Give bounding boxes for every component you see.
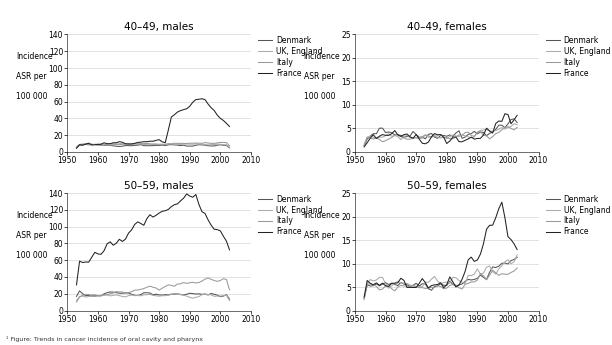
Text: ASR per: ASR per — [16, 231, 47, 240]
Title: 40–49, males: 40–49, males — [124, 22, 194, 32]
Text: ASR per: ASR per — [304, 231, 334, 240]
Text: Incidence: Incidence — [16, 52, 53, 61]
Title: 50–59, males: 50–59, males — [124, 181, 194, 191]
Text: Incidence: Incidence — [304, 211, 340, 220]
Text: 100 000: 100 000 — [304, 92, 335, 101]
Legend: Denmark, UK, England, Italy, France: Denmark, UK, England, Italy, France — [546, 36, 610, 78]
Text: Incidence: Incidence — [304, 52, 340, 61]
Legend: Denmark, UK, England, Italy, France: Denmark, UK, England, Italy, France — [258, 195, 323, 236]
Text: ASR per: ASR per — [16, 72, 47, 81]
Text: ¹ Figure: Trends in cancer incidence of oral cavity and pharynx: ¹ Figure: Trends in cancer incidence of … — [6, 336, 203, 342]
Text: 100 000: 100 000 — [16, 92, 47, 101]
Text: 100 000: 100 000 — [304, 251, 335, 260]
Text: 100 000: 100 000 — [16, 251, 47, 260]
Text: Incidence: Incidence — [16, 211, 53, 220]
Legend: Denmark, UK, England, Italy, France: Denmark, UK, England, Italy, France — [546, 195, 610, 236]
Text: ASR per: ASR per — [304, 72, 334, 81]
Title: 50–59, females: 50–59, females — [407, 181, 487, 191]
Title: 40–49, females: 40–49, females — [407, 22, 487, 32]
Legend: Denmark, UK, England, Italy, France: Denmark, UK, England, Italy, France — [258, 36, 323, 78]
